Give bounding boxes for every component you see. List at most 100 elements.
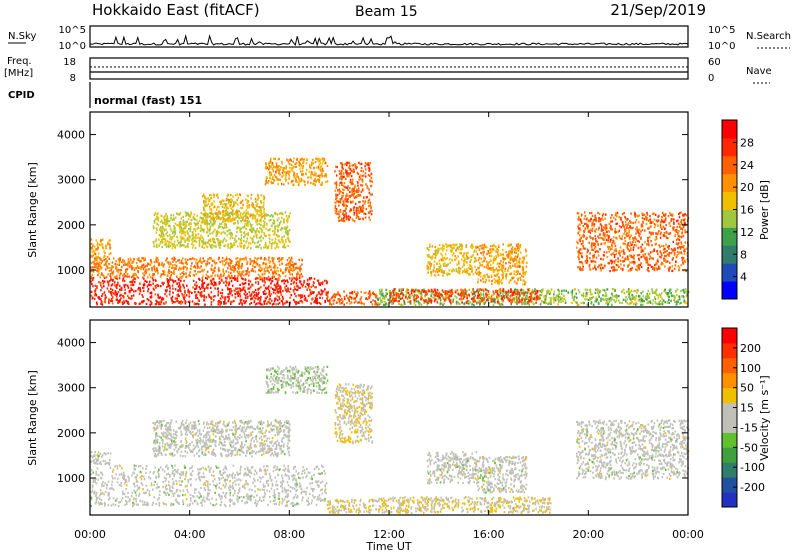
power-ytick-label-3: 4000 (57, 129, 85, 142)
xlabel: Time UT (365, 540, 411, 553)
power-axes: 1000 2000 3000 4000 (57, 112, 689, 307)
cpid-panel: CPID normal (fast) 151 (8, 82, 202, 108)
freq-tick-top: 18 (63, 57, 76, 68)
velocity-region-3 (265, 365, 329, 395)
xtick-label-3: 12:00 (373, 528, 405, 541)
power-cbar-seg-4 (722, 209, 737, 228)
nsearch-tick-bottom: 10^0 (708, 41, 735, 52)
xtick-label-2: 08:00 (273, 528, 305, 541)
power-cbar-seg-2 (722, 245, 737, 264)
nave-tick-top: 60 (708, 57, 721, 68)
nsearch-label: N.Search (746, 31, 791, 42)
beam-title: Beam 15 (355, 4, 418, 20)
velocity-cbar-seg-11 (722, 328, 737, 344)
velocity-region-5 (326, 498, 377, 514)
velocity-cbar-seg-1 (722, 477, 737, 493)
velocity-cbar-seg-8 (722, 372, 737, 389)
power-cbar-seg-3 (722, 227, 737, 246)
power-cbar-tick-1: 8 (740, 248, 747, 261)
nsky-tick-bottom: 10^0 (59, 41, 86, 52)
power-cbar-seg-1 (722, 263, 737, 282)
power-region-6 (334, 161, 373, 223)
freq-tick-bottom: 8 (70, 73, 76, 84)
power-cbar-seg-7 (722, 155, 737, 175)
power-ylabel: Slant Range [km] (26, 162, 39, 258)
velocity-ytick-label-3: 4000 (57, 337, 85, 350)
xtick-label-5: 20:00 (572, 528, 604, 541)
power-cbar-tick-2: 12 (740, 226, 754, 239)
power-cbar-seg-6 (722, 173, 737, 193)
velocity-ytick-label-1: 2000 (57, 427, 85, 440)
velocity-region-9 (575, 419, 690, 481)
velocity-cbar-tick-5: -50 (740, 441, 758, 454)
nsky-trace (89, 34, 689, 47)
velocity-cbar-seg-9 (722, 357, 737, 374)
power-cbar-seg-9 (722, 120, 737, 139)
velocity-ytick-label-0: 1000 (57, 472, 85, 485)
date-title: 21/Sep/2019 (610, 1, 706, 19)
power-cbar-seg-5 (722, 191, 737, 210)
freq-label-2: [MHz] (4, 68, 33, 79)
velocity-region-6 (376, 496, 552, 514)
velocity-cbar-seg-2 (722, 462, 737, 478)
power-cbar-tick-3: 16 (740, 204, 754, 217)
power-cbar-seg-0 (722, 281, 737, 300)
power-region-7 (326, 290, 379, 306)
velocity-cbar-seg-6 (722, 402, 737, 418)
velocity-cbar-seg-3 (722, 447, 737, 463)
velocity-cbar-tick-1: 100 (740, 362, 761, 375)
velocity-cbar-tick-0: 200 (740, 342, 761, 355)
power-region-2 (90, 238, 112, 259)
power-region-5 (264, 157, 329, 187)
nsky-frame (89, 25, 689, 48)
power-ytick-label-2: 3000 (57, 174, 85, 187)
velocity-cbar-tick-6: -100 (740, 461, 765, 474)
power-region-3 (152, 211, 291, 250)
nsky-label: N.Sky (8, 31, 36, 42)
power-region-4 (202, 193, 266, 223)
nsky-tick-top: 10^5 (59, 25, 86, 36)
power-scatter (90, 157, 690, 306)
xtick-label-0: 00:00 (74, 528, 106, 541)
power-region-1 (90, 256, 304, 279)
velocity-region-0 (90, 464, 328, 508)
power-region-11 (575, 211, 690, 273)
cpid-label: CPID (8, 90, 35, 101)
nsearch-tick-top: 10^5 (708, 25, 735, 36)
power-panel: 1000 2000 3000 4000 Slant Range [km] 4 8 12 16… (26, 111, 771, 308)
velocity-region-1 (90, 451, 112, 466)
velocity-panel: 1000 2000 3000 4000 Slant Range [km] -200 -1… (26, 319, 771, 516)
velocity-cbar-label: Velocity [m s⁻¹] (758, 375, 771, 460)
freq-panel: Freq. [MHz] 18 8 60 0 Nave (4, 56, 772, 84)
power-region-10 (476, 243, 528, 286)
power-colorbar: 4 8 12 16 20 24 28 (721, 119, 754, 300)
nave-tick-bottom: 0 (708, 73, 714, 84)
velocity-cbar-seg-0 (722, 492, 737, 508)
xtick-label-1: 04:00 (174, 528, 206, 541)
velocity-cbar-seg-10 (722, 342, 737, 359)
velocity-region-4 (334, 383, 374, 445)
velocity-cbar-tick-3: 15 (740, 402, 754, 415)
velocity-scatter (90, 365, 690, 514)
velocity-axes: 1000 2000 3000 4000 (57, 320, 689, 515)
station-title: Hokkaido East (fitACF) (92, 1, 260, 19)
velocity-cbar-tick-7: -200 (740, 481, 765, 494)
cpid-mode: normal (fast) 151 (94, 94, 202, 107)
power-region-12 (389, 288, 540, 304)
power-cbar-tick-0: 4 (740, 271, 747, 284)
freq-frame (89, 57, 689, 80)
power-cbar-label: Power [dB] (758, 180, 771, 240)
nave-label: Nave (746, 66, 772, 77)
nsky-panel: N.Sky 10^5 10^0 10^5 10^0 N.Search (8, 25, 791, 52)
velocity-cbar-tick-2: 50 (740, 382, 754, 395)
power-ytick-label-1: 2000 (57, 219, 85, 232)
velocity-ylabel: Slant Range [km] (26, 370, 39, 466)
velocity-cbar-seg-7 (722, 387, 737, 404)
velocity-cbar-seg-5 (722, 417, 737, 433)
power-cbar-tick-5: 24 (740, 159, 754, 172)
power-ytick-label-0: 1000 (57, 264, 85, 277)
velocity-region-7 (426, 451, 478, 485)
power-region-9 (426, 243, 478, 277)
velocity-region-8 (476, 455, 528, 494)
velocity-cbar-tick-4: -15 (740, 421, 758, 434)
